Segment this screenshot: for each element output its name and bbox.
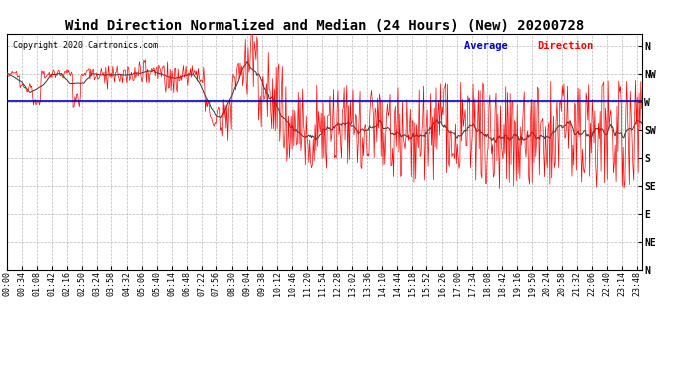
Text: Average: Average (464, 41, 514, 51)
Text: Copyright 2020 Cartronics.com: Copyright 2020 Cartronics.com (13, 41, 158, 50)
Title: Wind Direction Normalized and Median (24 Hours) (New) 20200728: Wind Direction Normalized and Median (24… (65, 19, 584, 33)
Text: Direction: Direction (537, 41, 593, 51)
